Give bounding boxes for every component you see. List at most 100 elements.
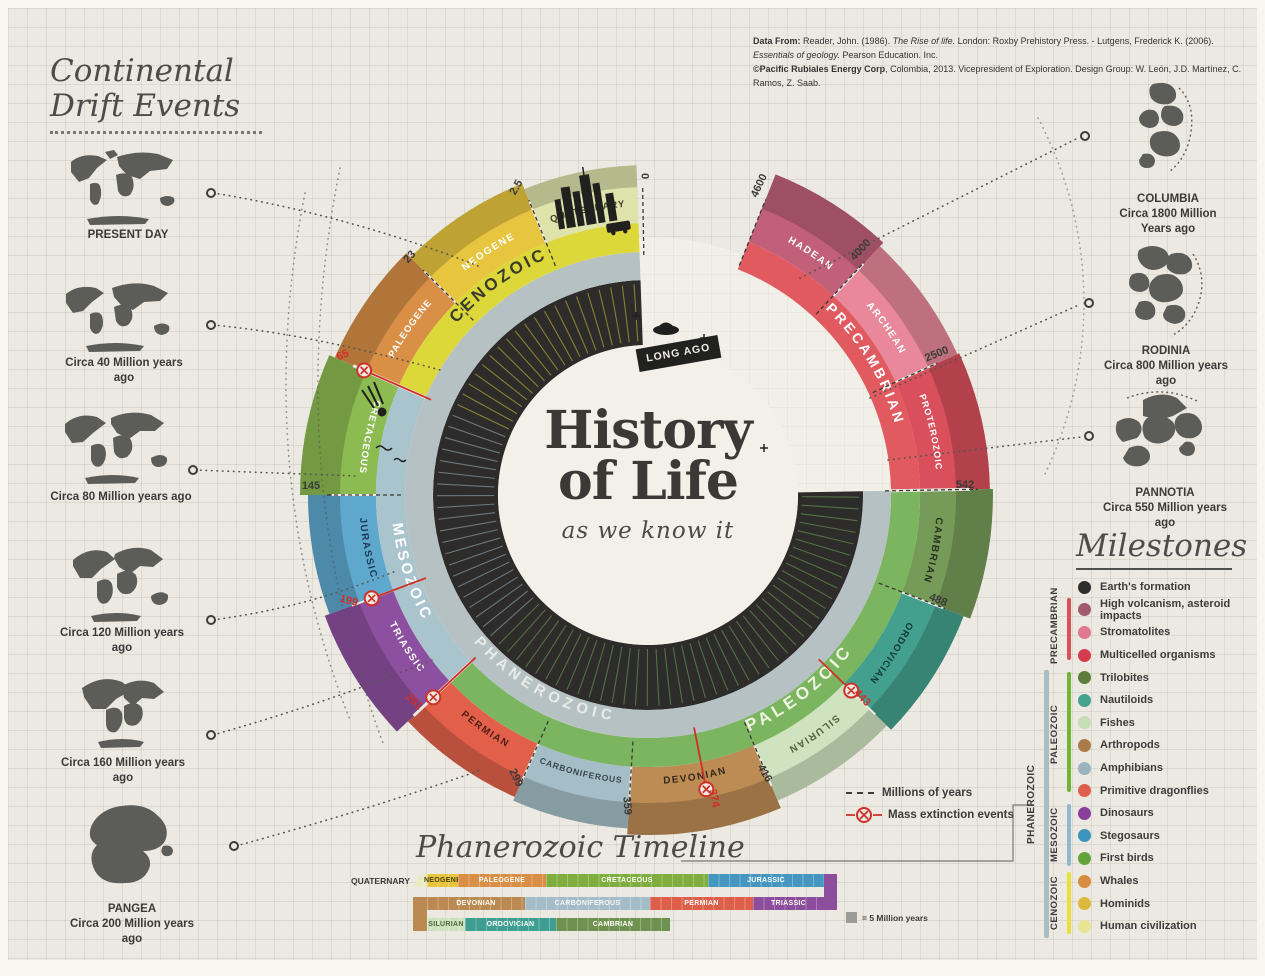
period-label-devonian: DEVONIAN	[663, 765, 728, 786]
extinction-marker-icon	[699, 782, 713, 796]
tick-mark	[750, 611, 788, 654]
world-map-silhouette	[50, 404, 192, 490]
milestone-item: Hominids	[1078, 892, 1253, 915]
milestone-label: Earth's formation	[1100, 581, 1191, 593]
tick-mark	[778, 578, 826, 609]
age-label-443: 443	[852, 687, 873, 709]
age-label-488: 488	[927, 591, 949, 609]
age-leader-line-23	[423, 270, 473, 320]
precambrian-group-label: PRECAMBRIAN	[1049, 594, 1060, 664]
age-label-251: 251	[403, 691, 425, 712]
age-label-65: 65	[335, 347, 351, 363]
scene-quaternary	[524, 165, 637, 217]
tick-mark	[555, 306, 580, 357]
period-label-carboniferous: CARBONIFEROUS	[538, 755, 623, 785]
age-leader-line-542	[885, 489, 978, 491]
period-separator	[418, 682, 450, 712]
period-band-neogene	[430, 209, 546, 302]
milestone-item: Whales	[1078, 870, 1253, 893]
tick-mark	[736, 621, 769, 668]
scene-proterozoic	[921, 353, 990, 490]
milestones-list: Earth's formation High volcanism, astero…	[1078, 576, 1253, 938]
period-band-paleogene	[366, 277, 456, 386]
age-label-2500: 2500	[923, 344, 950, 364]
age-leader-line-0	[643, 185, 644, 255]
milestone-item: Nautiloids	[1078, 689, 1253, 712]
milestone-item: Arthropods	[1078, 734, 1253, 757]
milestone-item: First birds	[1078, 847, 1253, 870]
tick-mark	[743, 616, 778, 661]
scene-carboniferous	[513, 770, 630, 829]
map-120my: Circa 120 Million years ago	[52, 538, 192, 656]
period-band-permian	[424, 682, 538, 777]
scene-cretaceous	[300, 355, 373, 495]
tick-mark	[567, 637, 589, 690]
period-label-jurassic: JURASSIC	[357, 517, 379, 580]
mesozoic-group-bar	[1067, 804, 1071, 866]
tick-mark	[526, 621, 559, 667]
milestone-label: Whales	[1100, 875, 1139, 887]
milestone-label: Dinosaurs	[1100, 807, 1154, 819]
extinction-marker-cross	[848, 687, 855, 694]
tick-mark	[453, 554, 506, 576]
milestone-item: Primitive dragonflies	[1078, 779, 1253, 802]
milestone-item: Dinosaurs	[1078, 802, 1253, 825]
tick-mark	[690, 643, 706, 698]
dotted-underline	[50, 131, 262, 134]
title-line-2: of Life	[468, 457, 828, 508]
period-label-paleogene: PALEOGENE	[386, 297, 434, 359]
scene-hadean	[759, 174, 883, 275]
phanerozoic-group-label: PHANEROZOIC	[1026, 744, 1037, 864]
period-separator	[352, 590, 393, 605]
era-separator	[891, 489, 970, 490]
tick-mark	[612, 647, 622, 703]
age-leader-line-4600	[739, 200, 765, 266]
extinction-marker-icon	[426, 690, 440, 704]
milestone-item: Trilobites	[1078, 666, 1253, 689]
map-columbia: COLUMBIA Circa 1800 Million Years ago	[1108, 80, 1228, 237]
timeline-segment-jurassic: JURASSIC	[708, 874, 824, 887]
extinction-marker-icon	[844, 684, 858, 698]
map-label: COLUMBIA	[1108, 192, 1228, 207]
milestone-dot	[1078, 875, 1091, 888]
milestone-dot	[1078, 829, 1091, 842]
scene-paleogene	[335, 253, 436, 374]
tick-mark	[682, 645, 694, 701]
period-label-cretaceous: CRETACEOUS	[357, 399, 383, 475]
map-present-day: PRESENT DAY	[58, 146, 198, 243]
extinction-marker-cross	[703, 786, 710, 793]
map-40my: Circa 40 Million years ago	[54, 276, 194, 386]
map-label: Circa 80 Million years ago	[50, 490, 192, 505]
extinction-line-374	[694, 727, 705, 783]
milestone-label: Arthropods	[1100, 739, 1160, 751]
map-sublabel: Circa 1800 Million Years ago	[1108, 207, 1228, 237]
timeline-segment-carboniferous: CARBONIFEROUS	[525, 897, 650, 910]
tick-mark	[589, 643, 605, 698]
legend: Millions of years Mass extinction events	[846, 782, 1014, 826]
age-leader-line-488	[879, 583, 945, 608]
tick-mark	[790, 555, 842, 577]
period-separator	[920, 489, 964, 490]
milestone-label: Amphibians	[1100, 762, 1163, 774]
dashed-line-icon	[846, 792, 874, 794]
wheel-center-title: History of Life as we know it	[468, 406, 828, 544]
milestone-label: High volcanism, asteroid impacts	[1100, 598, 1253, 622]
period-band-devonian	[629, 745, 768, 803]
age-leader-line-359	[629, 742, 633, 813]
legend-mass-extinction: Mass extinction events	[846, 804, 1014, 826]
title-line-1: History	[468, 406, 828, 457]
tick-mark	[577, 296, 596, 350]
timeline-elbow-triassic	[824, 874, 837, 910]
period-band-archean	[834, 270, 929, 383]
age-leader-line-416	[745, 722, 768, 775]
tick-mark	[588, 293, 604, 348]
tick-mark	[762, 598, 804, 636]
timeline-segment-cambrian: CAMBRIAN	[556, 918, 670, 931]
period-band-cambrian	[902, 490, 956, 606]
milestones-title: Milestones	[1076, 528, 1247, 564]
map-label: Circa 160 Million years ago	[54, 756, 192, 786]
age-leader-line-2500	[873, 363, 938, 392]
age-label-4600: 4600	[749, 172, 770, 199]
tick-mark	[622, 286, 629, 343]
tick-mark	[611, 287, 621, 343]
